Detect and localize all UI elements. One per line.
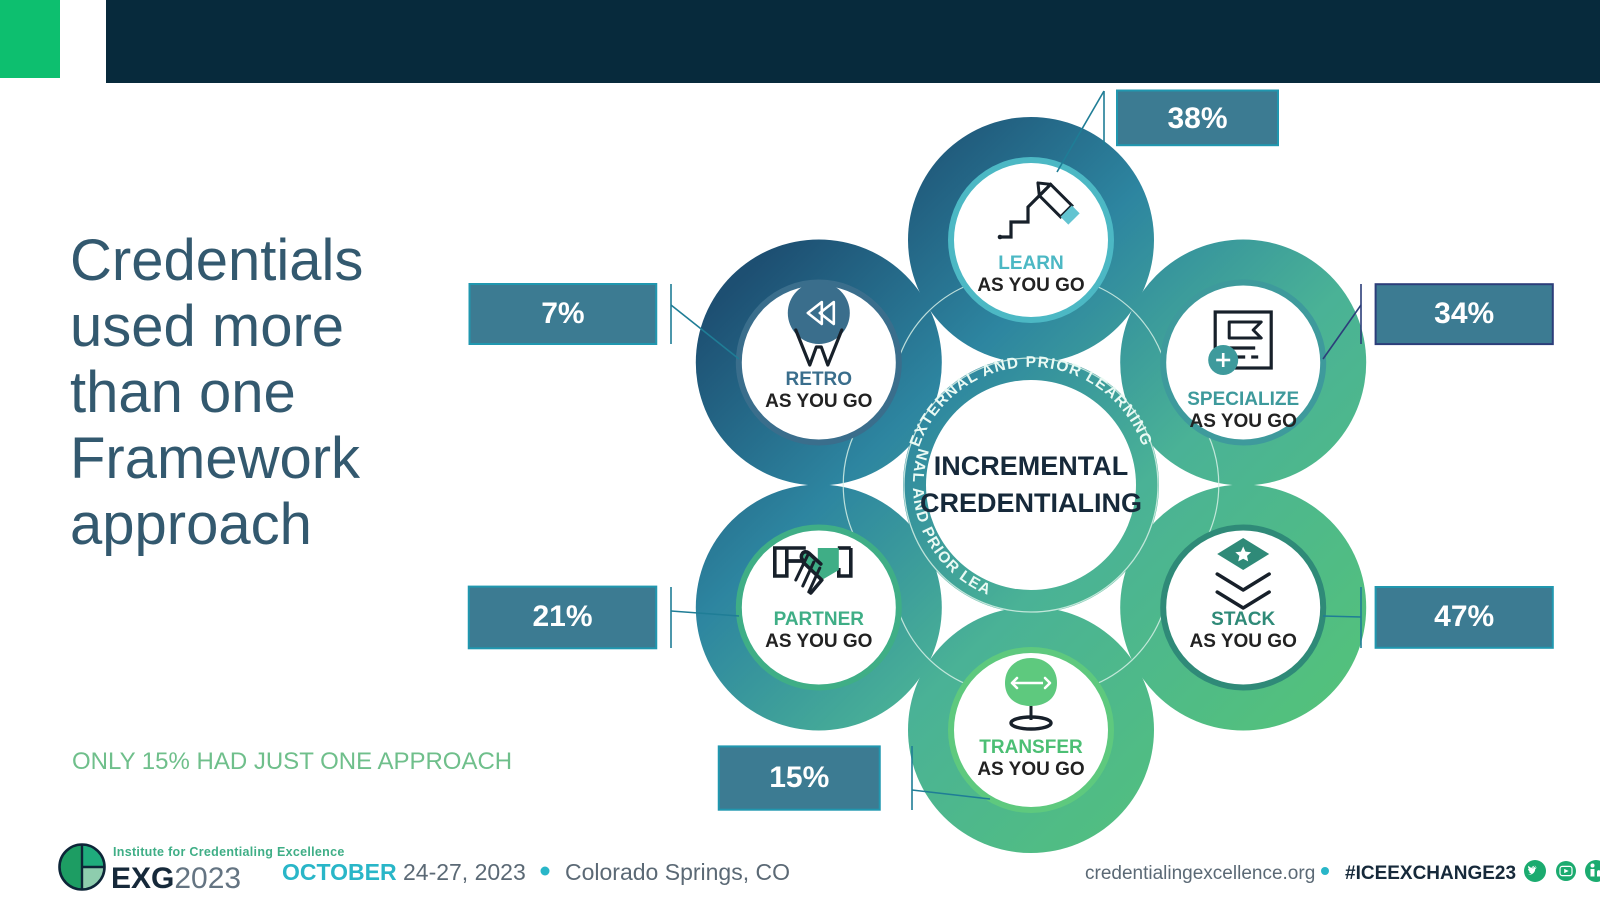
svg-text:21%: 21% [532,600,592,633]
svg-text:RETRO: RETRO [786,369,853,390]
svg-text:AS YOU GO: AS YOU GO [977,759,1084,780]
svg-text:AS YOU GO: AS YOU GO [977,275,1084,296]
svg-text:CREDENTIALING: CREDENTIALING [920,488,1142,518]
svg-text:7%: 7% [541,297,584,330]
svg-text:AS YOU GO: AS YOU GO [1190,411,1297,432]
svg-text:LEARN: LEARN [998,253,1063,274]
svg-text:AS YOU GO: AS YOU GO [765,631,872,652]
svg-text:PARTNER: PARTNER [774,609,865,630]
svg-text:15%: 15% [769,761,829,794]
svg-text:AS YOU GO: AS YOU GO [765,391,872,412]
svg-text:47%: 47% [1434,600,1494,633]
svg-text:SPECIALIZE: SPECIALIZE [1187,389,1299,410]
svg-text:TRANSFER: TRANSFER [979,737,1083,758]
svg-text:AS YOU GO: AS YOU GO [1190,631,1297,652]
svg-text:INCREMENTAL: INCREMENTAL [934,451,1128,481]
svg-text:38%: 38% [1167,102,1227,135]
svg-text:STACK: STACK [1211,609,1275,630]
svg-text:34%: 34% [1434,297,1494,330]
